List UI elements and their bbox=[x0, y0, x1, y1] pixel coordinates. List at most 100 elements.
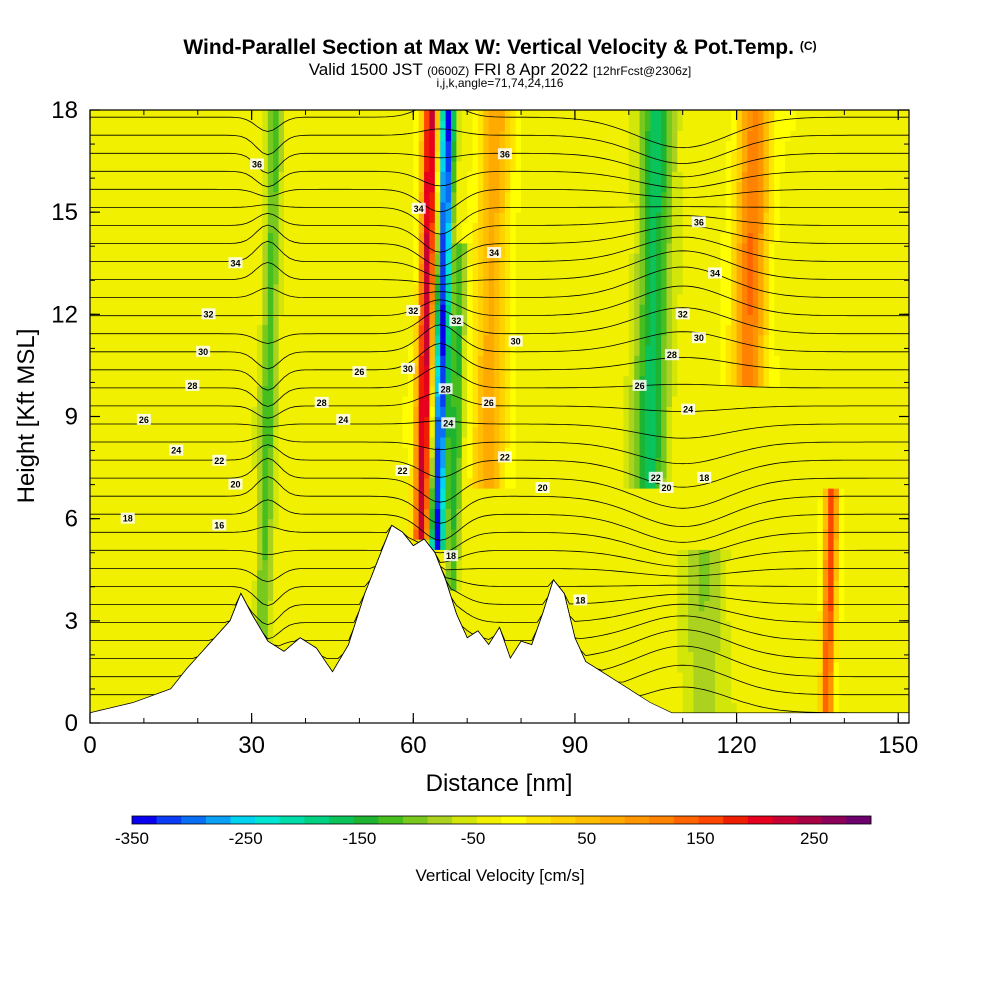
velocity-cell bbox=[446, 171, 452, 182]
velocity-cell bbox=[209, 611, 215, 622]
velocity-cell bbox=[489, 539, 495, 550]
velocity-cell bbox=[376, 355, 382, 366]
velocity-cell bbox=[165, 417, 171, 428]
velocity-cell bbox=[209, 294, 215, 305]
velocity-cell bbox=[182, 284, 188, 295]
velocity-cell bbox=[257, 141, 263, 152]
velocity-cell bbox=[219, 580, 225, 591]
velocity-cell bbox=[532, 141, 538, 152]
velocity-cell bbox=[300, 580, 306, 591]
velocity-cell bbox=[349, 570, 355, 581]
velocity-cell bbox=[526, 386, 532, 397]
velocity-cell bbox=[144, 365, 150, 376]
velocity-cell bbox=[214, 396, 220, 407]
velocity-cell bbox=[413, 427, 419, 438]
velocity-cell bbox=[365, 273, 371, 284]
velocity-cell bbox=[349, 386, 355, 397]
velocity-cell bbox=[349, 335, 355, 346]
velocity-cell bbox=[311, 386, 317, 397]
velocity-cell bbox=[225, 590, 231, 601]
velocity-cell bbox=[359, 417, 365, 428]
velocity-cell bbox=[106, 386, 112, 397]
velocity-cell bbox=[257, 600, 263, 611]
velocity-cell bbox=[192, 447, 198, 458]
velocity-cell bbox=[306, 529, 312, 540]
velocity-cell bbox=[95, 273, 101, 284]
velocity-cell bbox=[95, 549, 101, 560]
velocity-cell bbox=[332, 651, 338, 662]
velocity-cell bbox=[106, 590, 112, 601]
velocity-cell bbox=[230, 386, 236, 397]
velocity-cell bbox=[225, 355, 231, 366]
velocity-cell bbox=[483, 130, 489, 141]
velocity-cell bbox=[106, 529, 112, 540]
velocity-cell bbox=[327, 457, 333, 468]
velocity-cell bbox=[338, 120, 344, 131]
velocity-cell bbox=[117, 478, 123, 489]
velocity-cell bbox=[332, 192, 338, 203]
velocity-cell bbox=[176, 110, 182, 121]
velocity-cell bbox=[284, 478, 290, 489]
velocity-cell bbox=[295, 570, 301, 581]
velocity-cell bbox=[122, 365, 128, 376]
velocity-cell bbox=[365, 233, 371, 244]
velocity-cell bbox=[392, 171, 398, 182]
velocity-cell bbox=[225, 212, 231, 223]
velocity-cell bbox=[349, 447, 355, 458]
velocity-cell bbox=[144, 662, 150, 673]
velocity-cell bbox=[300, 427, 306, 438]
velocity-cell bbox=[192, 182, 198, 193]
velocity-cell bbox=[327, 151, 333, 162]
velocity-cell bbox=[516, 182, 522, 193]
velocity-cell bbox=[338, 600, 344, 611]
velocity-cell bbox=[516, 243, 522, 254]
velocity-cell bbox=[354, 570, 360, 581]
velocity-cell bbox=[241, 396, 247, 407]
velocity-cell bbox=[268, 222, 274, 233]
velocity-cell bbox=[122, 376, 128, 387]
velocity-cell bbox=[505, 376, 511, 387]
velocity-cell bbox=[311, 263, 317, 274]
velocity-cell bbox=[451, 508, 457, 519]
velocity-cell bbox=[171, 529, 177, 540]
velocity-cell bbox=[419, 478, 425, 489]
velocity-cell bbox=[370, 376, 376, 387]
velocity-cell bbox=[467, 253, 473, 264]
velocity-cell bbox=[413, 396, 419, 407]
velocity-cell bbox=[332, 498, 338, 509]
velocity-cell bbox=[370, 365, 376, 376]
velocity-cell bbox=[101, 171, 107, 182]
velocity-cell bbox=[149, 355, 155, 366]
velocity-cell bbox=[219, 590, 225, 601]
velocity-cell bbox=[510, 171, 516, 182]
velocity-cell bbox=[376, 273, 382, 284]
velocity-cell bbox=[225, 222, 231, 233]
velocity-cell bbox=[262, 621, 268, 632]
velocity-cell bbox=[187, 161, 193, 172]
velocity-cell bbox=[138, 345, 144, 356]
velocity-cell bbox=[327, 141, 333, 152]
velocity-cell bbox=[300, 263, 306, 274]
velocity-cell bbox=[370, 304, 376, 315]
velocity-cell bbox=[500, 406, 506, 417]
velocity-cell bbox=[322, 110, 328, 121]
velocity-cell bbox=[332, 519, 338, 530]
velocity-cell bbox=[376, 427, 382, 438]
velocity-cell bbox=[187, 284, 193, 295]
velocity-cell bbox=[413, 141, 419, 152]
velocity-cell bbox=[526, 508, 532, 519]
velocity-cell bbox=[112, 457, 118, 468]
velocity-cell bbox=[284, 498, 290, 509]
velocity-cell bbox=[408, 182, 414, 193]
velocity-cell bbox=[311, 120, 317, 131]
velocity-cell bbox=[122, 539, 128, 550]
velocity-cell bbox=[403, 447, 409, 458]
velocity-cell bbox=[144, 519, 150, 530]
velocity-cell bbox=[478, 345, 484, 356]
velocity-cell bbox=[316, 570, 322, 581]
velocity-cell bbox=[354, 345, 360, 356]
velocity-cell bbox=[209, 284, 215, 295]
velocity-cell bbox=[187, 263, 193, 274]
velocity-cell bbox=[128, 478, 134, 489]
velocity-cell bbox=[268, 488, 274, 499]
